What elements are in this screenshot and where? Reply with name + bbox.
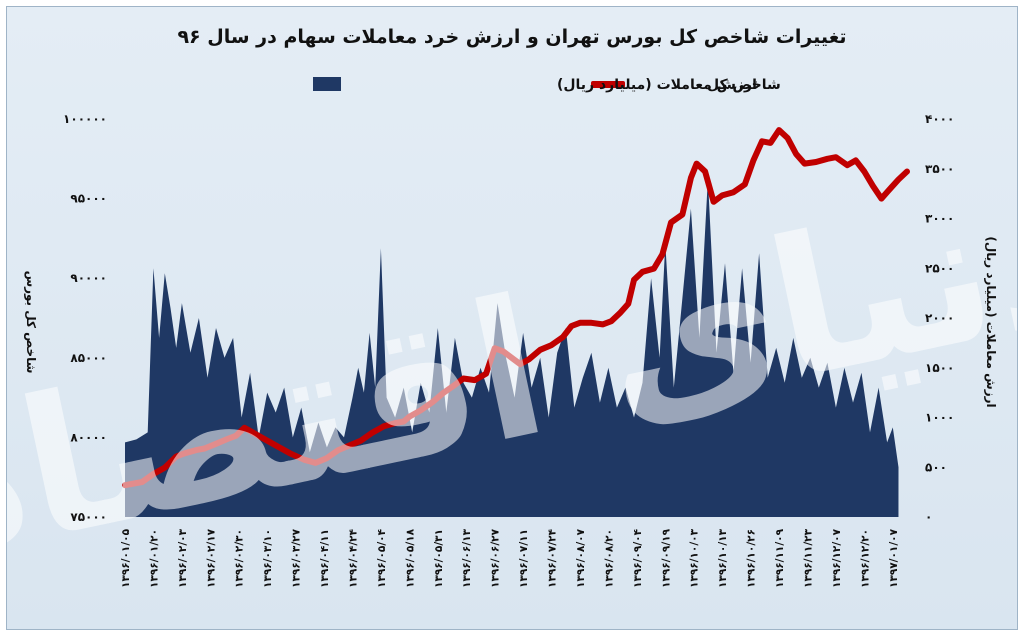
x-axis: ۱۳۹۶/۰۱/۰۵ ۱۳۹۶/۰۱/۲۰ ۱۳۹۶/۰۲/۰۳ ۱۳۹۶/۰۲/۱۷…: [120, 528, 900, 588]
x-tick-label: ۱۳۹۶/۰۶/۲۷: [490, 528, 502, 588]
x-tick-label: ۱۳۹۷/۰۱/۰۷: [888, 528, 900, 588]
x-tick-label: ۱۳۹۶/۰۲/۳۰: [234, 529, 246, 588]
series-area-trade-value: [125, 178, 899, 517]
y-left-tick-label: ۹۰۰۰۰: [70, 271, 107, 285]
y-right-tick-label: ۱۰۰۰: [925, 411, 954, 425]
x-tick-label: ۱۳۹۶/۰۳/۱۰: [262, 529, 274, 588]
y-left-tick-label: ۸۰۰۰۰: [70, 430, 107, 444]
y-axis-left-title: شاخص کل بورس: [23, 271, 38, 374]
x-tick-label: ۱۳۹۶/۰۱/۲۰: [148, 529, 160, 588]
x-tick-label: ۱۳۹۶/۰۵/۳۱: [433, 529, 445, 588]
y-right-tick-label: ۵۰۰: [925, 460, 947, 474]
x-tick-label: ۱۳۹۶/۰۵/۱۸: [404, 528, 416, 588]
x-tick-label: ۱۳۹۶/۱۲/۲۰: [859, 529, 871, 588]
x-tick-label: ۱۳۹۶/۰۵/۰۴: [376, 528, 388, 588]
legend-label-value: ارزش معاملات (میلیارد ریال): [557, 77, 757, 93]
x-tick-label: ۱۳۹۶/۱۱/۲۳: [803, 528, 815, 588]
y-right-tick-label: ۲۵۰۰: [925, 261, 954, 275]
legend: شاخص کل ارزش معاملات (میلیارد ریال): [313, 77, 781, 93]
x-tick-label: ۱۳۹۶/۰۴/۱۱: [319, 529, 331, 588]
x-tick-label: ۱۳۹۶/۰۸/۲۰: [603, 529, 615, 588]
y-right-tick-label: ۲۰۰۰: [925, 311, 954, 325]
x-tick-label: ۱۳۹۶/۰۲/۰۳: [177, 528, 189, 588]
series-line-index: [122, 127, 910, 489]
y-axis-right-title: ارزش معاملات (میلیارد ریال): [984, 236, 998, 407]
legend-label-index: شاخص کل: [707, 77, 781, 93]
y-left-tick-label: ۸۵۰۰۰: [70, 351, 107, 365]
x-tick-label: ۱۳۹۶/۰۳/۲۷: [291, 528, 303, 588]
y-left-tick-label: ۱۰۰۰۰۰: [63, 112, 107, 126]
chart-frame: تغییرات شاخص کل بورس تهران و ارزش خرد مع…: [6, 6, 1018, 630]
y-right-tick-label: ۰: [925, 510, 932, 524]
x-tick-label: ۱۳۹۶/۰۷/۱۱: [518, 529, 530, 588]
y-right-tick-label: ۱۵۰۰: [925, 361, 954, 375]
plot-area: [122, 127, 910, 517]
x-tick-label: ۱۳۹۶/۱۰/۰۳: [689, 528, 701, 588]
x-tick-label: ۱۳۹۶/۰۸/۰۷: [575, 528, 587, 588]
x-tick-label: ۱۳۹۶/۱۱/۰۹: [774, 528, 786, 588]
chart-svg: تغییرات شاخص کل بورس تهران و ارزش خرد مع…: [7, 26, 1017, 602]
y-right-tick-label: ۳۵۰۰: [925, 162, 954, 176]
chart-title: تغییرات شاخص کل بورس تهران و ارزش خرد مع…: [177, 26, 846, 48]
legend-swatch-index: [591, 81, 625, 88]
x-tick-label: ۱۳۹۶/۰۴/۲۴: [348, 528, 360, 588]
x-tick-label: ۱۳۹۶/۰۲/۱۷: [205, 528, 217, 588]
y-axis-left: ۷۵۰۰۰ ۸۰۰۰۰ ۸۵۰۰۰ ۹۰۰۰۰ ۹۵۰۰۰ ۱۰۰۰۰۰: [63, 112, 107, 524]
legend-swatch-value: [313, 77, 341, 91]
y-left-tick-label: ۷۵۰۰۰: [70, 510, 107, 524]
x-tick-label: ۱۳۹۶/۰۹/۰۴: [632, 528, 644, 588]
y-right-tick-label: ۴۰۰۰: [925, 112, 954, 126]
x-tick-label: ۱۳۹۶/۱۲/۰۷: [831, 528, 843, 588]
x-tick-label: ۱۳۹۶/۰۷/۲۴: [547, 528, 559, 588]
x-tick-label: ۱۳۹۶/۱۰/۲۶: [746, 529, 758, 588]
x-tick-label: ۱۳۹۶/۱۰/۱۳: [717, 528, 729, 588]
y-right-tick-label: ۳۰۰۰: [925, 212, 954, 226]
x-tick-label: ۱۳۹۶/۰۶/۱۳: [461, 528, 473, 588]
y-axis-right: ۰ ۵۰۰ ۱۰۰۰ ۱۵۰۰ ۲۰۰۰ ۲۵۰۰ ۳۰۰۰ ۳۵۰۰ ۴۰۰۰: [925, 112, 954, 524]
x-tick-label: ۱۳۹۶/۰۹/۱۹: [660, 528, 672, 588]
y-left-tick-label: ۹۵۰۰۰: [70, 192, 107, 206]
x-tick-label: ۱۳۹۶/۰۱/۰۵: [120, 528, 132, 588]
